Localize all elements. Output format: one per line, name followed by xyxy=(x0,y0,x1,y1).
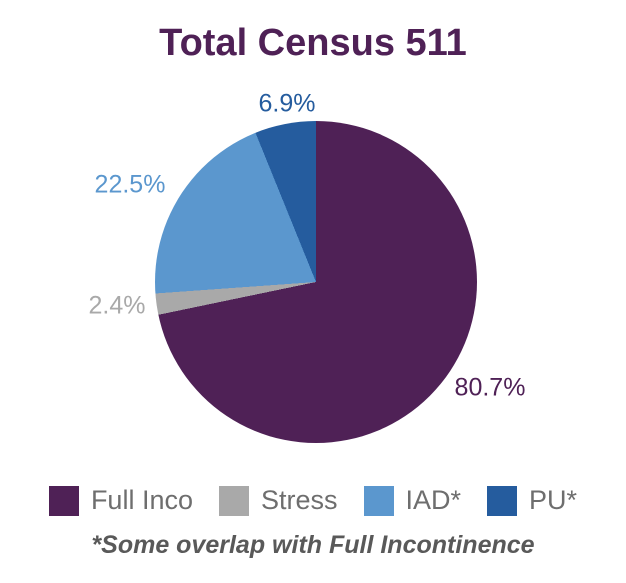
legend-swatch-pu xyxy=(487,485,518,516)
legend-item-iad: IAD* xyxy=(363,485,462,516)
legend: Full Inco Stress IAD* PU* xyxy=(0,485,626,516)
legend-item-stress: Stress xyxy=(218,485,338,516)
legend-swatch-full-inco xyxy=(48,485,79,516)
legend-item-full-inco: Full Inco xyxy=(48,485,193,516)
legend-label-pu: PU* xyxy=(529,485,578,515)
legend-label-stress: Stress xyxy=(260,485,338,515)
legend-label-iad: IAD* xyxy=(405,485,462,515)
legend-swatch-iad xyxy=(363,485,394,516)
pie-chart xyxy=(155,121,477,443)
footnote: *Some overlap with Full Incontinence xyxy=(91,531,535,559)
data-label-iad: 22.5% xyxy=(94,170,166,199)
legend-item-pu: PU* xyxy=(487,485,577,516)
chart-title: Total Census 511 xyxy=(159,22,467,64)
legend-swatch-stress xyxy=(218,485,249,516)
data-label-stress: 2.4% xyxy=(88,291,146,320)
data-label-pu: 6.9% xyxy=(258,89,316,118)
legend-label-full-inco: Full Inco xyxy=(90,485,193,515)
data-label-full-inco: 80.7% xyxy=(454,373,526,402)
